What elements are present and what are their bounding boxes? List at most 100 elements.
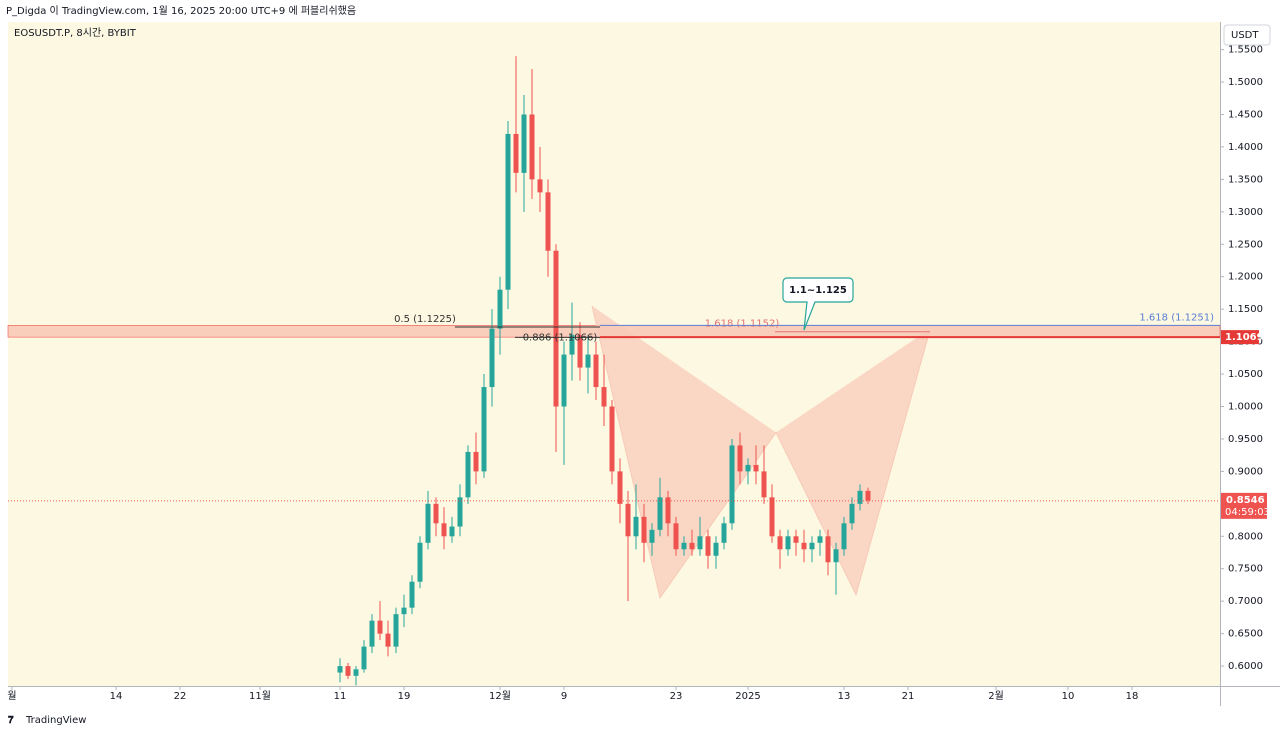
candle-body	[561, 354, 567, 407]
x-tick-label: 22	[174, 691, 187, 702]
candle-body	[729, 445, 735, 524]
y-tick-label: 1.3000	[1228, 207, 1263, 218]
candle-body	[489, 328, 495, 388]
candle-body	[337, 666, 343, 673]
pattern-line	[591, 305, 931, 600]
candle-body	[705, 536, 711, 556]
y-tick-label: 1.5500	[1228, 45, 1263, 56]
callout-text: 1.1~1.125	[789, 285, 847, 296]
callout-box	[782, 277, 854, 331]
publisher: P_Digda 이 TradingView.com, 1월 16, 2025 2…	[6, 4, 356, 17]
y-tick-label: 1.0500	[1228, 369, 1263, 380]
candle-body	[585, 354, 591, 368]
y-tick-label: 1.3500	[1228, 174, 1263, 185]
candle-body	[345, 666, 351, 676]
candle-body	[625, 503, 631, 537]
chart-content: 0.60000.65000.70000.75000.80000.85000.90…	[7, 45, 1270, 702]
y-tick-label: 1.0000	[1228, 401, 1263, 412]
y-tick-label: 0.9500	[1228, 434, 1263, 445]
x-tick-label: 21	[902, 691, 915, 702]
level-badge	[1221, 330, 1259, 345]
candle-body	[697, 536, 703, 550]
candle-body	[369, 620, 375, 647]
x-tick-label: 23	[670, 691, 683, 702]
candle-body	[569, 335, 575, 355]
candle-body	[457, 497, 463, 527]
footer: TradingView	[25, 715, 86, 726]
candle-body	[353, 669, 359, 676]
candle-body	[409, 581, 415, 608]
candle-body	[769, 497, 775, 537]
candle-body	[753, 464, 759, 472]
candle-body	[657, 497, 663, 530]
candle-body	[529, 114, 535, 180]
candle-body	[761, 471, 767, 498]
y-tick-label: 0.7000	[1228, 596, 1263, 607]
y-tick-label: 0.7500	[1228, 564, 1263, 575]
candle-body	[689, 542, 695, 550]
y-tick-label: 1.4000	[1228, 142, 1263, 153]
candle-body	[361, 646, 367, 670]
candle-body	[809, 542, 815, 550]
logo: 𝟕	[8, 715, 14, 726]
y-tick-label: 0.6500	[1228, 629, 1263, 640]
x-tick-label: 11	[334, 691, 347, 702]
last-price-label: 0.8546	[1226, 495, 1265, 506]
candle-body	[673, 523, 679, 550]
candle-body	[617, 471, 623, 504]
y-tick-label: 0.9000	[1228, 466, 1263, 477]
candle-body	[577, 335, 583, 368]
fib-label: 0.5 (1.1225)	[394, 314, 456, 325]
candle-body	[865, 490, 871, 501]
candle-body	[817, 536, 823, 543]
candle-body	[681, 542, 687, 550]
x-tick-label: 2025	[735, 691, 760, 702]
candle-body	[449, 526, 455, 537]
x-tick-label: 12월	[489, 690, 511, 702]
candle-body	[633, 516, 639, 537]
candle-body	[521, 114, 527, 173]
candle-body	[777, 536, 783, 550]
x-tick-label: 14	[110, 691, 123, 702]
y-tick-label: 1.1500	[1228, 304, 1263, 315]
candle-body	[545, 192, 551, 251]
candle-body	[609, 406, 615, 472]
fib-label: 0.886 (1.1066)	[523, 332, 598, 343]
candle-body	[385, 633, 391, 647]
candle-body	[505, 133, 511, 290]
candle-body	[537, 179, 543, 193]
candle-body	[793, 536, 799, 543]
candle-body	[785, 536, 791, 550]
candle-body	[737, 445, 743, 472]
currency-box[interactable]	[1223, 24, 1271, 46]
fib-label: 1.618 (1.1251)	[1139, 312, 1214, 323]
candle-body	[601, 387, 607, 407]
y-tick-label: 1.2000	[1228, 272, 1263, 283]
x-tick-label: 18	[1126, 691, 1139, 702]
candle-body	[593, 354, 599, 388]
candle-body	[513, 133, 519, 173]
candle-body	[425, 503, 431, 543]
x-tick-label: 11월	[249, 690, 271, 702]
fib-label: 1.618 (1.1152)	[705, 319, 780, 330]
y-tick-label: 0.8000	[1228, 531, 1263, 542]
chart-title: EOSUSDT.P, 8시간, BYBIT	[14, 27, 137, 39]
candle-body	[833, 549, 839, 563]
pattern-triangle	[776, 328, 931, 595]
candle-body	[401, 607, 407, 615]
candle-body	[857, 490, 863, 504]
candle-body	[849, 503, 855, 524]
candle-body	[473, 451, 479, 472]
candle-body	[713, 542, 719, 556]
candle-body	[801, 542, 807, 550]
candle-body	[649, 529, 655, 543]
currency: USDT	[1231, 30, 1259, 41]
pattern-triangle	[592, 305, 776, 598]
candle-body	[465, 451, 471, 498]
candle-body	[393, 614, 399, 647]
candle-body	[441, 523, 447, 537]
level-label: 1.1069	[1225, 332, 1264, 343]
candle-body	[481, 387, 487, 472]
candle-body	[721, 523, 727, 543]
x-tick-label: 13	[838, 691, 851, 702]
